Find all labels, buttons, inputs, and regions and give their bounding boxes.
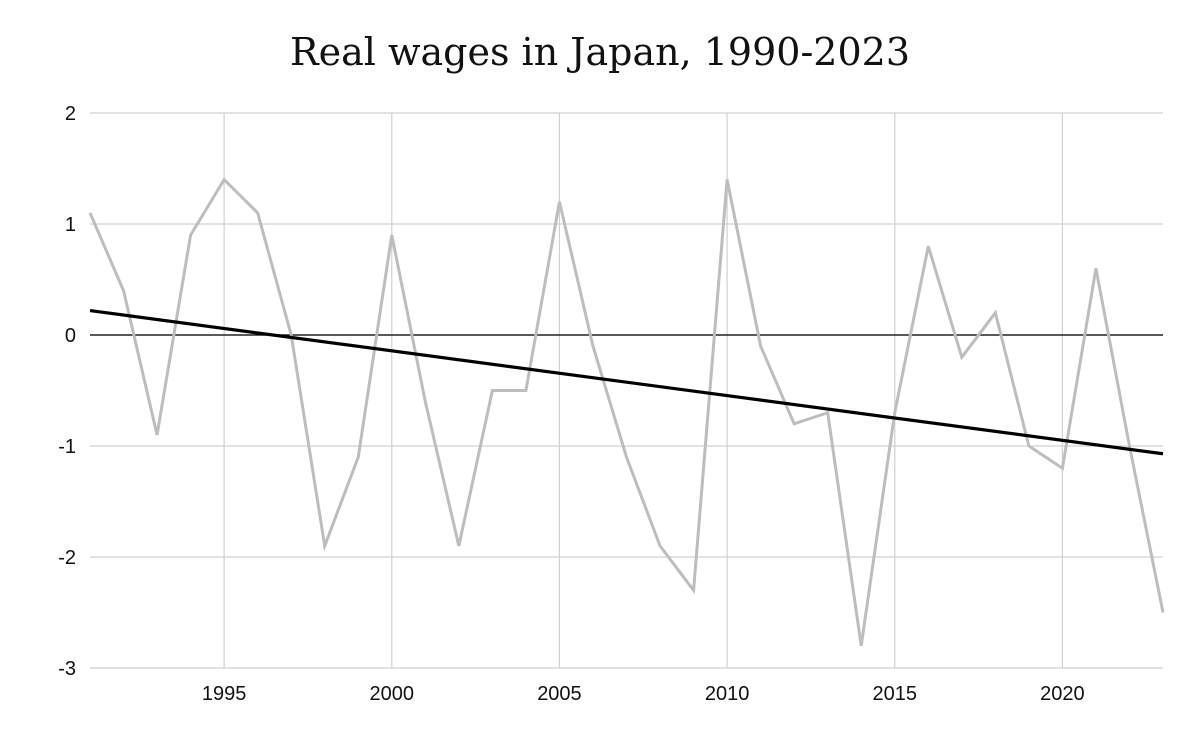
x-tick-label: 2010 (705, 683, 750, 705)
y-axis-labels: 2 1 0 -1 -2 -3 (58, 103, 76, 680)
x-tick-label: 2020 (1040, 683, 1085, 705)
y-tick-label: -2 (58, 547, 76, 569)
trend-line (89, 308, 1164, 456)
x-tick-label: 1995 (202, 683, 247, 705)
y-tick-label: 0 (65, 325, 76, 347)
y-tick-label: -3 (58, 658, 76, 680)
y-tick-label: 2 (65, 103, 76, 125)
x-tick-label: 2015 (873, 683, 918, 705)
grid-lines (90, 112, 1163, 669)
x-axis-labels: 1995 2000 2005 2010 2015 2020 (202, 683, 1085, 705)
series-lines (88, 177, 1165, 647)
y-tick-label: -1 (58, 436, 76, 458)
y-tick-label: 1 (65, 214, 76, 236)
x-tick-label: 2005 (537, 683, 582, 705)
chart-title: Real wages in Japan, 1990-2023 (289, 30, 911, 74)
x-tick-label: 2000 (370, 683, 415, 705)
real-wages-series-line (88, 177, 1165, 647)
